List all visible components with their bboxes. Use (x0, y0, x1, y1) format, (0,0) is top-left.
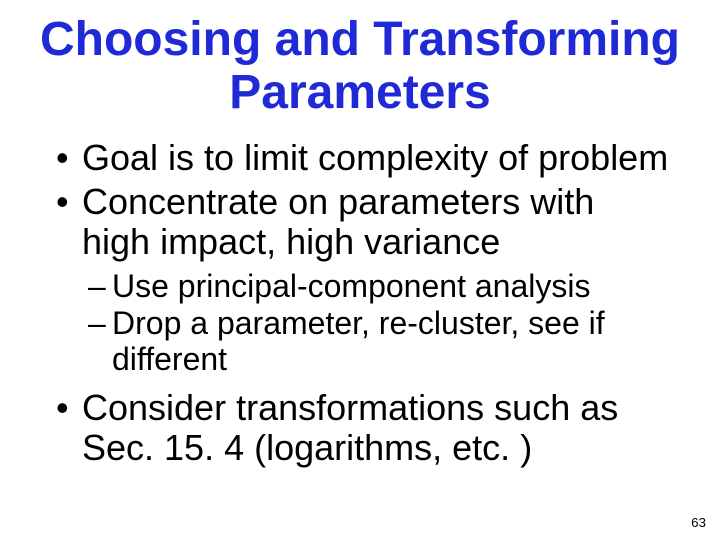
sub-bullet-item: Use principal-component analysis (82, 269, 672, 305)
bullet-item: Concentrate on parameters with high impa… (48, 182, 672, 378)
bullet-text: Goal is to limit complexity of problem (82, 137, 668, 178)
sub-bullet-item: Drop a parameter, re-cluster, see if dif… (82, 306, 672, 378)
bullet-text: Concentrate on parameters with high impa… (82, 181, 594, 262)
bullet-item: Goal is to limit complexity of problem (48, 138, 672, 178)
bullet-text: Consider transformations such as Sec. 15… (82, 387, 618, 468)
slide: Choosing and Transforming Parameters Goa… (0, 0, 720, 540)
bullet-list-level1: Goal is to limit complexity of problem C… (48, 138, 672, 469)
slide-title: Choosing and Transforming Parameters (0, 0, 720, 120)
bullet-item: Consider transformations such as Sec. 15… (48, 388, 672, 469)
slide-body: Goal is to limit complexity of problem C… (0, 120, 720, 469)
sub-bullet-text: Use principal-component analysis (112, 268, 590, 304)
bullet-list-level2: Use principal-component analysis Drop a … (82, 269, 672, 378)
sub-bullet-text: Drop a parameter, re-cluster, see if dif… (112, 305, 605, 377)
page-number: 63 (691, 515, 706, 530)
